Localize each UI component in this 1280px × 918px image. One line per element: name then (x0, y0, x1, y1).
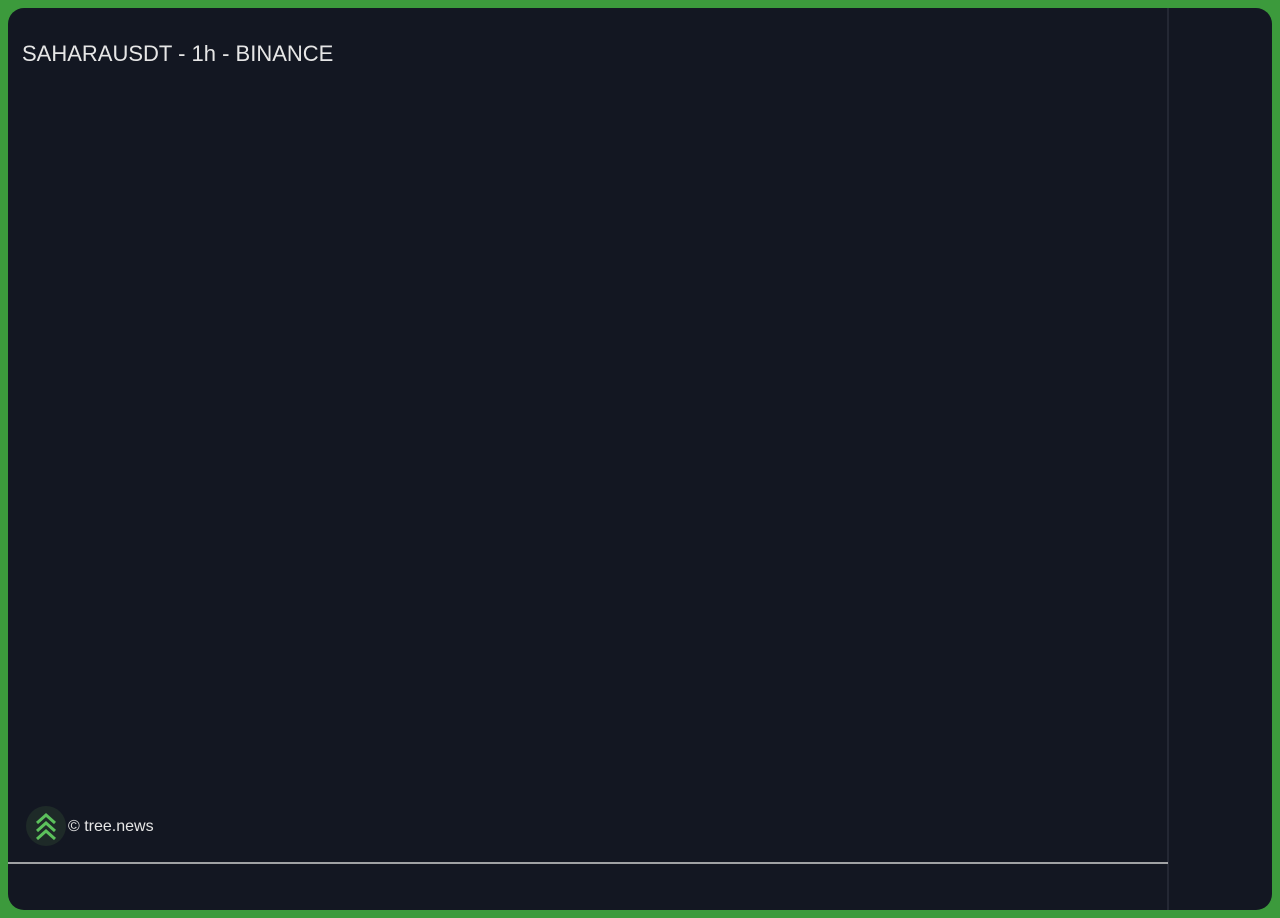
watermark-icon (26, 806, 66, 846)
chart-title: SAHARAUSDT - 1h - BINANCE (22, 41, 333, 66)
watermark: © tree.news (26, 806, 154, 846)
panel (8, 8, 1272, 910)
watermark-chevrons (36, 812, 56, 841)
watermark-text: © tree.news (68, 818, 154, 835)
